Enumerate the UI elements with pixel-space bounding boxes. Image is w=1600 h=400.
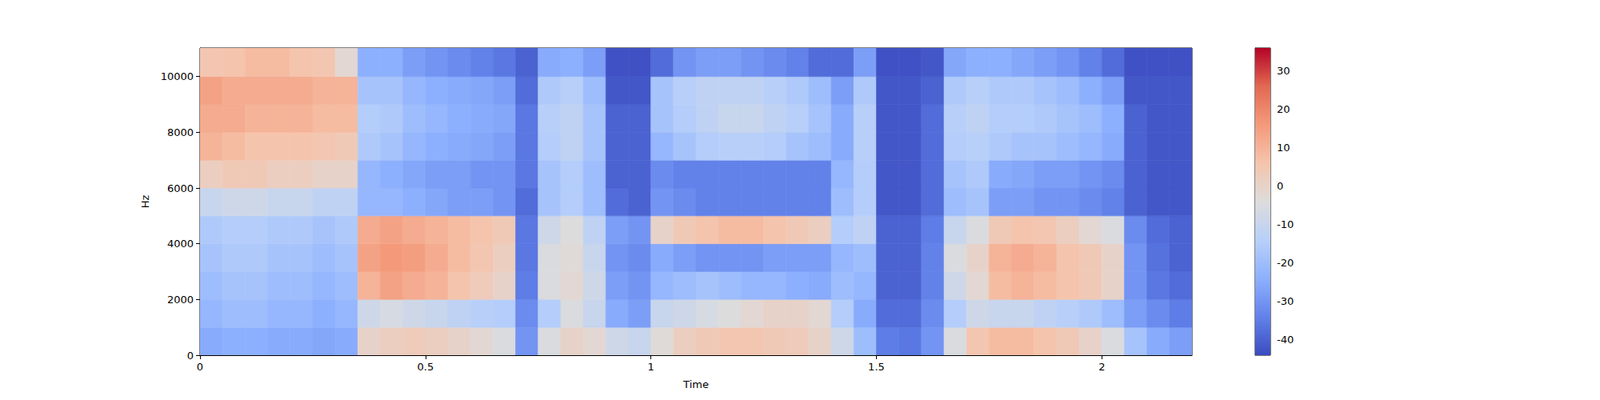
svg-text:Hz: Hz (139, 195, 152, 209)
svg-text:4000: 4000 (167, 237, 194, 250)
svg-text:0: 0 (1276, 180, 1284, 192)
svg-text:8000: 8000 (167, 126, 194, 139)
svg-text:20: 20 (1276, 103, 1291, 116)
svg-text:6000: 6000 (167, 182, 194, 195)
svg-text:2: 2 (1098, 360, 1105, 373)
svg-text:0.5: 0.5 (416, 360, 434, 373)
svg-text:10000: 10000 (160, 70, 194, 83)
svg-text:-30: -30 (1276, 295, 1294, 308)
svg-text:Time: Time (682, 378, 709, 391)
svg-text:30: 30 (1276, 64, 1291, 77)
svg-text:0: 0 (187, 349, 194, 362)
svg-text:-40: -40 (1276, 333, 1294, 346)
svg-text:1: 1 (647, 360, 654, 373)
svg-text:1.5: 1.5 (868, 360, 885, 373)
svg-text:2000: 2000 (167, 293, 194, 306)
svg-text:10: 10 (1276, 141, 1291, 154)
svg-text:0: 0 (196, 360, 204, 373)
svg-text:-20: -20 (1276, 256, 1294, 269)
svg-text:-10: -10 (1276, 218, 1294, 231)
